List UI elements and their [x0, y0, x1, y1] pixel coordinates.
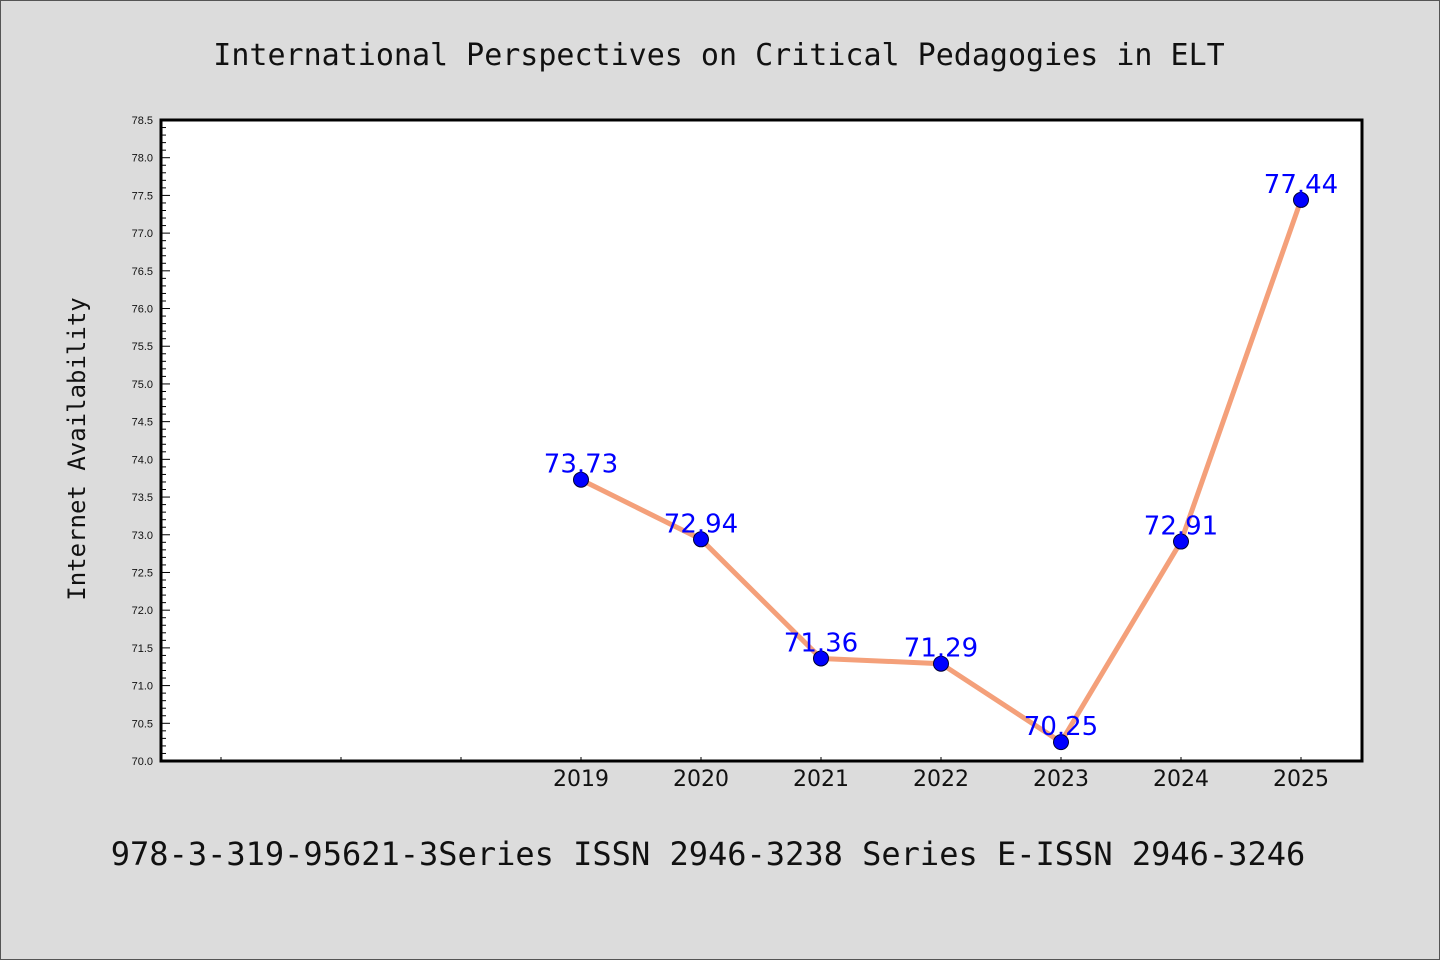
- chart-title: International Perspectives on Critical P…: [213, 38, 1224, 73]
- data-label: 71.36: [784, 628, 858, 658]
- data-point: [1293, 191, 1309, 208]
- data-point: [693, 531, 709, 548]
- y-tick-label: 71.5: [132, 643, 153, 655]
- y-tick-label: 77.5: [132, 190, 153, 202]
- data-label: 77.44: [1264, 170, 1338, 200]
- x-tick-label: 2023: [1033, 767, 1089, 792]
- y-tick-label: 75.5: [132, 341, 153, 353]
- y-axis: 70.0 70.5 71.0 71.5 72.0 72.5 73.0 73.5 74.0 74.5…: [132, 115, 170, 768]
- y-tick-label: 76.0: [132, 304, 153, 316]
- data-point: [933, 655, 949, 672]
- y-tick-label: 72.5: [132, 567, 153, 579]
- x-tick-label: 2020: [673, 767, 729, 792]
- x-tick-label: 2022: [913, 767, 969, 792]
- y-tick-label: 72.0: [132, 605, 153, 617]
- y-tick-label: 78.0: [132, 153, 153, 165]
- data-point: [1173, 533, 1189, 550]
- data-label: 71.29: [904, 634, 978, 664]
- x-tick-label: 2019: [553, 767, 609, 792]
- data-point: [1053, 734, 1069, 751]
- footer-isbn-text: 978-3-319-95621-3Series ISSN 2946-3238 S…: [111, 835, 1305, 873]
- y-tick-label: 75.0: [132, 379, 153, 391]
- x-tick-label: 2021: [793, 767, 849, 792]
- y-tick-label: 73.0: [132, 530, 153, 542]
- y-tick-label: 73.5: [132, 492, 153, 504]
- x-axis: 2019 2020 2021 2022 2023 2024 2025: [220, 757, 1329, 792]
- data-label: 72.94: [664, 509, 738, 539]
- data-point: [813, 650, 829, 667]
- y-tick-label: 74.5: [132, 417, 153, 429]
- plot-area: [159, 118, 1364, 763]
- y-tick-label: 77.0: [132, 228, 153, 240]
- y-tick-label: 71.0: [132, 681, 153, 693]
- y-tick-label: 78.5: [132, 115, 153, 127]
- series-layer: 73.73 72.94 71.36 71.29 70.25 72.91 77.44: [544, 170, 1338, 751]
- y-tick-label: 70.0: [132, 756, 153, 768]
- y-tick-label: 76.5: [132, 266, 153, 278]
- x-tick-label: 2024: [1153, 767, 1209, 792]
- data-label: 73.73: [544, 450, 618, 480]
- data-label: 70.25: [1024, 712, 1098, 742]
- y-tick-label: 74.0: [132, 454, 153, 466]
- data-label: 72.91: [1144, 512, 1218, 542]
- data-point: [573, 471, 589, 488]
- y-axis-label: Internet Availability: [63, 297, 91, 600]
- x-tick-label: 2025: [1273, 767, 1329, 792]
- y-tick-label: 70.5: [132, 718, 153, 730]
